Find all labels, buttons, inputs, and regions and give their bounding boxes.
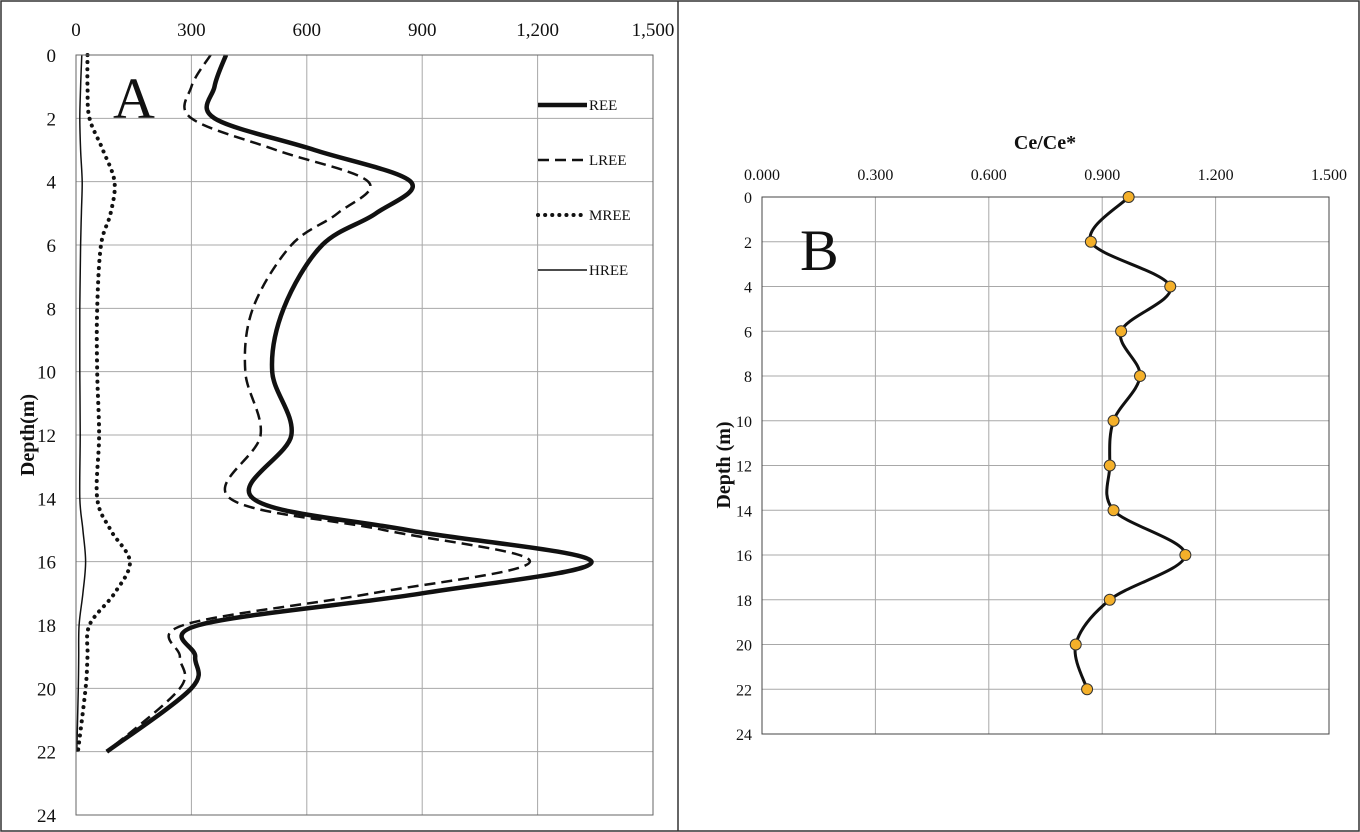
panel-b-x-tick-label: 1.200 (1198, 167, 1234, 184)
legend-label-mree: MREE (589, 208, 631, 224)
panel-b: 0.000 0.300 0.600 0.900 1.200 1.500 024681012… (713, 132, 1347, 744)
panel-b-data-point (1084, 235, 1097, 248)
panel-b-y-tick-label: 24 (736, 727, 752, 744)
panel-a-y-tick-label: 20 (37, 679, 56, 700)
panel-b-y-tick-label: 16 (736, 548, 752, 565)
panel-b-data-point (1103, 459, 1116, 472)
panel-a-series-line-mree (75, 53, 132, 754)
panel-b-data-point (1115, 325, 1128, 338)
panel-a-series (75, 53, 594, 754)
panel-a-y-tick-label: 12 (37, 426, 56, 447)
panel-a-y-tick-label: 24 (37, 806, 57, 827)
panel-b-x-ticks: 0.000 0.300 0.600 0.900 1.200 1.500 (744, 167, 1347, 184)
panel-a-y-tick-label: 18 (37, 616, 56, 637)
panel-b-x-tick-label: 0.900 (1084, 167, 1120, 184)
panel-b-markers (1069, 191, 1192, 696)
panel-b-data-point (1107, 414, 1120, 427)
panel-a-y-tick-label: 16 (37, 553, 56, 574)
panel-a-x-ticks: 0 300 600 900 1,200 1,500 (71, 20, 674, 41)
panel-b-y-axis-title: Depth (m) (713, 421, 735, 508)
panel-b-y-tick-label: 6 (744, 324, 752, 341)
panel-a-y-tick-label: 10 (37, 363, 56, 384)
panel-b-y-tick-label: 4 (744, 280, 752, 297)
panel-b-grid (761, 196, 1330, 735)
panel-b-x-tick-label: 0.600 (971, 167, 1007, 184)
panel-a-series-line-lree (105, 54, 532, 753)
panel-a-y-tick-label: 14 (37, 489, 57, 510)
legend-label-lree: LREE (589, 153, 627, 169)
panel-b-data-point (1081, 683, 1094, 696)
panel-b-y-tick-label: 22 (736, 682, 752, 699)
panel-b-data-point (1122, 191, 1135, 203)
panel-a-plot-frame (75, 54, 654, 816)
panel-b-y-tick-label: 10 (736, 414, 752, 431)
panel-b-title: Ce/Ce* (1014, 132, 1076, 154)
panel-b-y-tick-label: 8 (744, 369, 752, 386)
panel-a-x-tick-label: 900 (408, 20, 437, 41)
panel-b-data-point (1134, 370, 1146, 382)
panel-a-y-tick-label: 4 (47, 173, 57, 194)
panel-a-y-axis-title: Depth(m) (17, 394, 39, 476)
panel-b-y-tick-label: 20 (736, 638, 752, 655)
panel-b-series (1073, 195, 1187, 690)
panel-a-y-tick-label: 0 (47, 46, 57, 67)
panel-a-legend: REE LREE MREE HREE (536, 98, 631, 279)
panel-b-series-line (1073, 195, 1187, 690)
panel-a-y-tick-label: 2 (47, 109, 57, 130)
panel-a-x-tick-label: 1,200 (516, 20, 559, 41)
panel-a-y-tick-label: 6 (47, 236, 57, 257)
panel-b-x-tick-label: 0.000 (744, 167, 780, 184)
panel-b-y-tick-label: 12 (736, 459, 752, 476)
panel-b-data-point (1179, 549, 1192, 561)
panel-a-x-tick-label: 300 (177, 20, 206, 41)
panel-b-x-tick-label: 1.500 (1311, 167, 1347, 184)
legend-label-hree: HREE (589, 263, 628, 279)
panel-b-data-point (1069, 638, 1082, 651)
panel-a-x-tick-label: 0 (71, 20, 81, 41)
panel-b-data-point (1107, 504, 1120, 517)
panel-b-y-tick-label: 14 (736, 503, 752, 520)
panel-b-label: B (800, 218, 839, 283)
panel-b-x-tick-label: 0.300 (857, 167, 893, 184)
panel-a-label: A (113, 66, 155, 131)
panel-b-data-point (1164, 280, 1177, 293)
panel-a-grid (75, 54, 654, 816)
panel-b-plot-frame (761, 196, 1330, 735)
panel-b-title-text: Ce/Ce* (1014, 132, 1076, 154)
panel-b-data-point (1103, 593, 1116, 606)
panel-a-x-tick-label: 1,500 (632, 20, 675, 41)
legend-label-ree: REE (589, 98, 617, 114)
panel-a-y-tick-label: 22 (37, 743, 56, 764)
panel-b-y-tick-label: 2 (744, 235, 752, 252)
panel-a: 0 300 600 900 1,200 1,500 0246810121416182022… (17, 20, 674, 827)
panel-a-series-line-ree (105, 54, 594, 754)
panel-a-series-line-hree (76, 54, 87, 752)
panel-a-y-tick-label: 8 (47, 299, 57, 320)
panel-a-x-tick-label: 600 (293, 20, 322, 41)
panel-b-y-tick-label: 0 (744, 190, 752, 207)
panel-b-y-tick-label: 18 (736, 593, 752, 610)
